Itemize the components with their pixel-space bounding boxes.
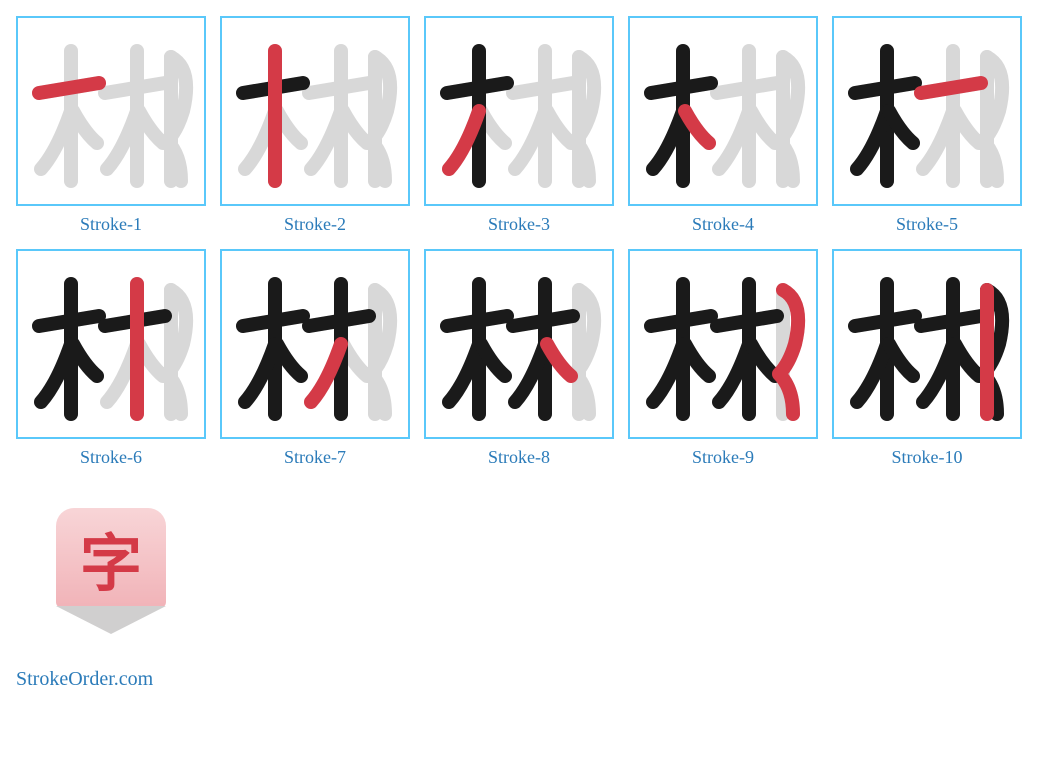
stroke-cell: Stroke-2	[220, 16, 410, 235]
stroke-label: Stroke-9	[692, 447, 754, 468]
stroke-box	[628, 16, 818, 206]
stroke-label: Stroke-3	[488, 214, 550, 235]
stroke-label: Stroke-1	[80, 214, 142, 235]
logo-pencil-tip	[56, 606, 166, 634]
stroke-label: Stroke-4	[692, 214, 754, 235]
stroke-label: Stroke-10	[892, 447, 963, 468]
stroke-box	[628, 249, 818, 439]
logo: 字	[16, 508, 206, 638]
stroke-label: Stroke-2	[284, 214, 346, 235]
stroke-cell: Stroke-4	[628, 16, 818, 235]
stroke-cell: Stroke-10	[832, 249, 1022, 468]
stroke-box	[424, 16, 614, 206]
stroke-label: Stroke-5	[896, 214, 958, 235]
stroke-label: Stroke-6	[80, 447, 142, 468]
stroke-cell: Stroke-9	[628, 249, 818, 468]
logo-char: 字	[80, 513, 142, 603]
stroke-label: Stroke-8	[488, 447, 550, 468]
stroke-cell: Stroke-8	[424, 249, 614, 468]
stroke-cell: Stroke-3	[424, 16, 614, 235]
stroke-box	[832, 249, 1022, 439]
stroke-cell: Stroke-1	[16, 16, 206, 235]
stroke-grid: Stroke-1 Stroke-2 Stroke-3 Stroke-4 Stro…	[16, 16, 1034, 468]
stroke-box	[16, 249, 206, 439]
logo-background: 字	[56, 508, 166, 608]
stroke-cell: Stroke-5	[832, 16, 1022, 235]
stroke-label: Stroke-7	[284, 447, 346, 468]
footer-text: StrokeOrder.com	[16, 668, 1034, 691]
stroke-box	[832, 16, 1022, 206]
stroke-box	[424, 249, 614, 439]
stroke-box	[220, 16, 410, 206]
stroke-cell: Stroke-6	[16, 249, 206, 468]
stroke-box	[220, 249, 410, 439]
stroke-cell: Stroke-7	[220, 249, 410, 468]
stroke-box	[16, 16, 206, 206]
